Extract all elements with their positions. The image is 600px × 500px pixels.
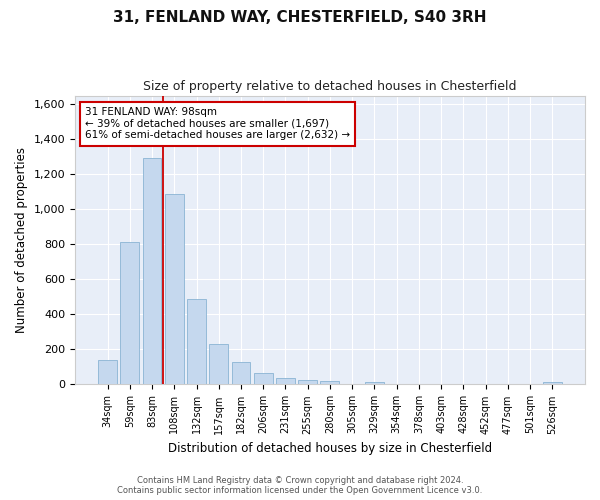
Bar [254,373,272,384]
X-axis label: Distribution of detached houses by size in Chesterfield: Distribution of detached houses by size … [168,442,492,455]
Bar [298,380,317,384]
Y-axis label: Number of detached properties: Number of detached properties [15,147,28,333]
Title: Size of property relative to detached houses in Chesterfield: Size of property relative to detached ho… [143,80,517,93]
Bar [365,382,384,384]
Bar [543,382,562,384]
Text: 31, FENLAND WAY, CHESTERFIELD, S40 3RH: 31, FENLAND WAY, CHESTERFIELD, S40 3RH [113,10,487,25]
Bar [276,378,295,384]
Bar [320,382,340,384]
Text: 31 FENLAND WAY: 98sqm
← 39% of detached houses are smaller (1,697)
61% of semi-d: 31 FENLAND WAY: 98sqm ← 39% of detached … [85,107,350,140]
Bar [98,360,117,384]
Bar [209,344,228,385]
Bar [187,298,206,384]
Bar [121,242,139,384]
Bar [143,158,161,384]
Bar [165,194,184,384]
Bar [232,362,250,384]
Text: Contains HM Land Registry data © Crown copyright and database right 2024.
Contai: Contains HM Land Registry data © Crown c… [118,476,482,495]
